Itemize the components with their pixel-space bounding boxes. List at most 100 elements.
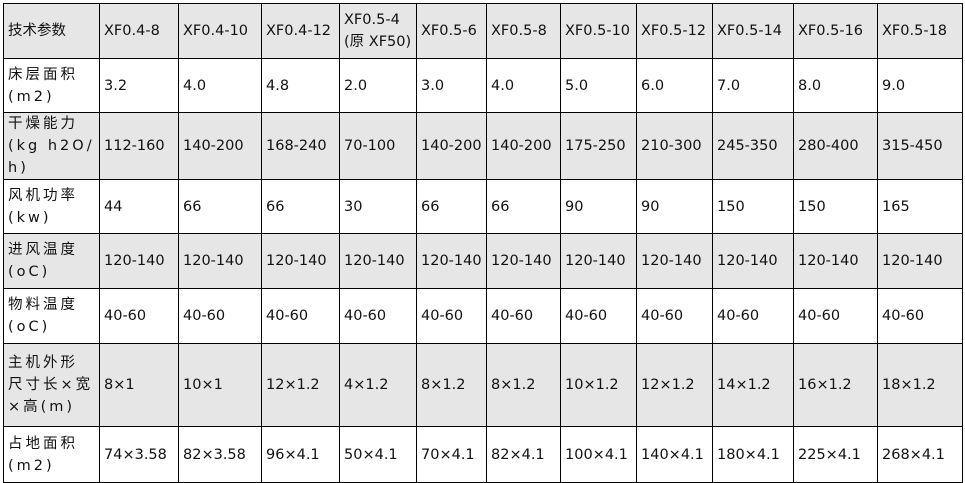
value-cell: 225×4.1 bbox=[793, 426, 878, 483]
value-cell: 140-200 bbox=[416, 112, 487, 180]
value-cell: 40-60 bbox=[877, 288, 963, 344]
value-cell: 168-240 bbox=[261, 112, 340, 180]
value-cell: 165 bbox=[877, 179, 963, 234]
value-cell: 40-60 bbox=[416, 288, 487, 344]
value-cell: 140-200 bbox=[486, 112, 561, 180]
value-cell: 10×1 bbox=[178, 343, 262, 427]
value-cell: 66 bbox=[261, 179, 340, 234]
table-row: 进风温度(oC) 120-140 120-140 120-140 120-140 120-… bbox=[3, 233, 963, 289]
value-cell: 280-400 bbox=[793, 112, 878, 180]
table-row: 床层面积(m2) 3.2 4.0 4.8 2.0 3.0 4.0 5.0 6.0 7.0 8.0 9.… bbox=[3, 58, 963, 113]
value-cell: 2.0 bbox=[339, 58, 417, 113]
row-label: 主机外形尺寸长×宽×高(m) bbox=[3, 343, 100, 427]
value-cell: 9.0 bbox=[877, 58, 963, 113]
header-model-cell: XF0.5-8 bbox=[486, 3, 561, 59]
value-cell: 40-60 bbox=[712, 288, 794, 344]
value-cell: 82×3.58 bbox=[178, 426, 262, 483]
header-model-cell: XF0.4-8 bbox=[99, 3, 179, 59]
value-cell: 66 bbox=[486, 179, 561, 234]
value-cell: 8×1 bbox=[99, 343, 179, 427]
value-cell: 120-140 bbox=[416, 233, 487, 289]
value-cell: 40-60 bbox=[339, 288, 417, 344]
value-cell: 120-140 bbox=[261, 233, 340, 289]
value-cell: 180×4.1 bbox=[712, 426, 794, 483]
row-label: 进风温度(oC) bbox=[3, 233, 100, 289]
value-cell: 12×1.2 bbox=[636, 343, 713, 427]
value-cell: 16×1.2 bbox=[793, 343, 878, 427]
header-model-cell: XF0.5-16 bbox=[793, 3, 878, 59]
value-cell: 120-140 bbox=[877, 233, 963, 289]
value-cell: 70-100 bbox=[339, 112, 417, 180]
header-model-cell: XF0.5-12 bbox=[636, 3, 713, 59]
row-label: 床层面积(m2) bbox=[3, 58, 100, 113]
value-cell: 245-350 bbox=[712, 112, 794, 180]
table-row: 风机功率(kw) 44 66 66 30 66 66 90 90 150 150 165 bbox=[3, 179, 963, 234]
table-row: 主机外形尺寸长×宽×高(m) 8×1 10×1 12×1.2 4×1.2 8×1.2 8×1… bbox=[3, 343, 963, 427]
value-cell: 66 bbox=[416, 179, 487, 234]
value-cell: 150 bbox=[712, 179, 794, 234]
value-cell: 44 bbox=[99, 179, 179, 234]
value-cell: 3.2 bbox=[99, 58, 179, 113]
value-cell: 140-200 bbox=[178, 112, 262, 180]
table-row: 占地面积(m2) 74×3.58 82×3.58 96×4.1 50×4.1 70×4.1… bbox=[3, 426, 963, 483]
value-cell: 4.0 bbox=[178, 58, 262, 113]
header-label-cell: 技术参数 bbox=[3, 3, 100, 59]
value-cell: 100×4.1 bbox=[560, 426, 637, 483]
value-cell: 40-60 bbox=[178, 288, 262, 344]
row-label: 干燥能力(kg h2O/h) bbox=[3, 112, 100, 180]
row-label: 物料温度(oC) bbox=[3, 288, 100, 344]
value-cell: 74×3.58 bbox=[99, 426, 179, 483]
value-cell: 120-140 bbox=[636, 233, 713, 289]
value-cell: 8×1.2 bbox=[416, 343, 487, 427]
value-cell: 90 bbox=[636, 179, 713, 234]
row-label: 占地面积(m2) bbox=[3, 426, 100, 483]
value-cell: 30 bbox=[339, 179, 417, 234]
value-cell: 40-60 bbox=[636, 288, 713, 344]
table-row: 物料温度(oC) 40-60 40-60 40-60 40-60 40-60 40-60 40… bbox=[3, 288, 963, 344]
table-row: 干燥能力(kg h2O/h) 112-160 140-200 168-240 70-10… bbox=[3, 112, 963, 180]
value-cell: 120-140 bbox=[793, 233, 878, 289]
value-cell: 12×1.2 bbox=[261, 343, 340, 427]
value-cell: 120-140 bbox=[486, 233, 561, 289]
value-cell: 3.0 bbox=[416, 58, 487, 113]
header-model-cell: XF0.4-12 bbox=[261, 3, 340, 59]
value-cell: 120-140 bbox=[560, 233, 637, 289]
row-label: 风机功率(kw) bbox=[3, 179, 100, 234]
value-cell: 7.0 bbox=[712, 58, 794, 113]
value-cell: 40-60 bbox=[560, 288, 637, 344]
value-cell: 8×1.2 bbox=[486, 343, 561, 427]
value-cell: 175-250 bbox=[560, 112, 637, 180]
value-cell: 14×1.2 bbox=[712, 343, 794, 427]
value-cell: 66 bbox=[178, 179, 262, 234]
value-cell: 82×4.1 bbox=[486, 426, 561, 483]
value-cell: 40-60 bbox=[261, 288, 340, 344]
value-cell: 120-140 bbox=[712, 233, 794, 289]
value-cell: 40-60 bbox=[793, 288, 878, 344]
value-cell: 120-140 bbox=[99, 233, 179, 289]
value-cell: 120-140 bbox=[178, 233, 262, 289]
value-cell: 40-60 bbox=[486, 288, 561, 344]
value-cell: 4×1.2 bbox=[339, 343, 417, 427]
value-cell: 315-450 bbox=[877, 112, 963, 180]
value-cell: 18×1.2 bbox=[877, 343, 963, 427]
header-model-cell: XF0.5-14 bbox=[712, 3, 794, 59]
value-cell: 50×4.1 bbox=[339, 426, 417, 483]
header-row: 技术参数 XF0.4-8 XF0.4-10 XF0.4-12 XF0.5-4 (原 XF… bbox=[3, 3, 963, 59]
value-cell: 70×4.1 bbox=[416, 426, 487, 483]
header-model-cell: XF0.5-4 (原 XF50) bbox=[339, 3, 417, 59]
value-cell: 4.8 bbox=[261, 58, 340, 113]
header-model-cell: XF0.5-10 bbox=[560, 3, 637, 59]
header-model-cell: XF0.5-6 bbox=[416, 3, 487, 59]
value-cell: 120-140 bbox=[339, 233, 417, 289]
value-cell: 8.0 bbox=[793, 58, 878, 113]
value-cell: 10×1.2 bbox=[560, 343, 637, 427]
value-cell: 112-160 bbox=[99, 112, 179, 180]
value-cell: 150 bbox=[793, 179, 878, 234]
value-cell: 90 bbox=[560, 179, 637, 234]
header-model-cell: XF0.5-18 bbox=[877, 3, 963, 59]
value-cell: 40-60 bbox=[99, 288, 179, 344]
value-cell: 140×4.1 bbox=[636, 426, 713, 483]
value-cell: 5.0 bbox=[560, 58, 637, 113]
value-cell: 6.0 bbox=[636, 58, 713, 113]
spec-table: 技术参数 XF0.4-8 XF0.4-10 XF0.4-12 XF0.5-4 (原 XF… bbox=[3, 3, 963, 483]
